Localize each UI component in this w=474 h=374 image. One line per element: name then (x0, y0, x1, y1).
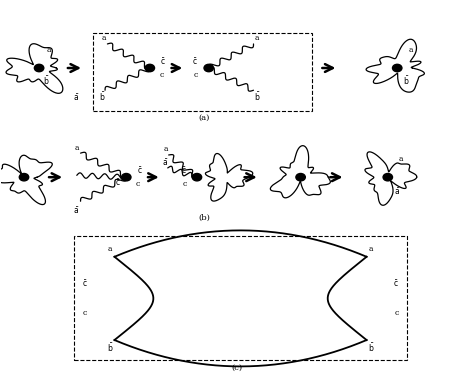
Text: $\bar{\mathrm{a}}$: $\bar{\mathrm{a}}$ (73, 205, 79, 216)
Bar (93, 33, 312, 111)
Text: $\bar{\mathrm{b}}$: $\bar{\mathrm{b}}$ (368, 341, 374, 354)
Text: c: c (194, 71, 198, 79)
Text: a: a (164, 145, 169, 153)
Text: $\bar{\mathrm{a}}$: $\bar{\mathrm{a}}$ (162, 157, 168, 168)
Circle shape (383, 174, 392, 181)
Text: $\bar{\mathrm{a}}$: $\bar{\mathrm{a}}$ (394, 186, 401, 197)
Circle shape (192, 174, 201, 181)
Text: $\bar{\mathrm{c}}$: $\bar{\mathrm{c}}$ (82, 278, 88, 289)
Text: c: c (136, 180, 140, 188)
Text: $\bar{\mathrm{b}}$: $\bar{\mathrm{b}}$ (43, 74, 49, 87)
Text: $\bar{\mathrm{c}}$: $\bar{\mathrm{c}}$ (160, 56, 166, 67)
Text: a: a (101, 34, 106, 42)
Circle shape (35, 64, 44, 72)
Text: c: c (183, 180, 187, 188)
Text: $\bar{\mathrm{b}}$: $\bar{\mathrm{b}}$ (403, 74, 410, 87)
Text: a: a (369, 245, 374, 253)
Text: c: c (394, 309, 399, 317)
Circle shape (121, 174, 131, 181)
Text: (b): (b) (198, 214, 210, 222)
Text: a: a (46, 46, 51, 53)
Text: (c): (c) (231, 364, 243, 372)
Text: $\bar{\mathrm{c}}$: $\bar{\mathrm{c}}$ (181, 165, 187, 176)
Circle shape (19, 174, 29, 181)
Text: a: a (74, 144, 79, 151)
Text: a: a (108, 245, 112, 253)
Text: $\bar{\mathrm{b}}$: $\bar{\mathrm{b}}$ (254, 91, 260, 103)
Circle shape (296, 174, 305, 181)
Text: a: a (255, 34, 259, 42)
Text: $\bar{\mathrm{b}}$: $\bar{\mathrm{b}}$ (107, 341, 113, 354)
Text: c: c (82, 309, 87, 317)
Text: $\bar{\mathrm{b}}$: $\bar{\mathrm{b}}$ (99, 91, 105, 103)
Text: $\bar{\mathrm{c}}$: $\bar{\mathrm{c}}$ (192, 56, 198, 67)
Circle shape (204, 64, 213, 72)
Circle shape (392, 64, 402, 72)
Text: $\bar{\mathrm{c}}$: $\bar{\mathrm{c}}$ (115, 177, 120, 188)
Text: $\bar{\mathrm{c}}$: $\bar{\mathrm{c}}$ (137, 165, 142, 176)
Text: (a): (a) (198, 114, 210, 122)
Text: c: c (159, 71, 164, 79)
Text: $\bar{\mathrm{c}}$: $\bar{\mathrm{c}}$ (393, 278, 399, 289)
Text: a: a (408, 46, 413, 53)
Bar (74, 236, 407, 361)
Text: $\bar{\mathrm{a}}$: $\bar{\mathrm{a}}$ (73, 92, 79, 103)
Circle shape (145, 64, 155, 72)
Text: a: a (399, 156, 403, 163)
